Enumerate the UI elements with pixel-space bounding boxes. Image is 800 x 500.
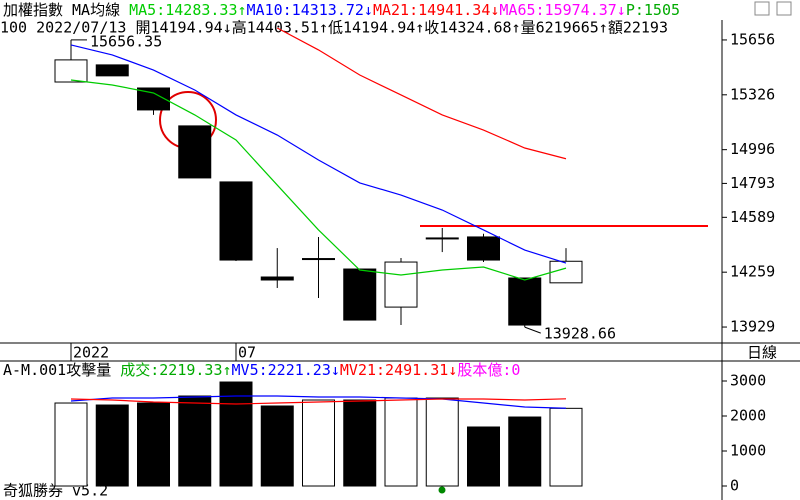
- legend-entry: MV21:2491.31↓: [340, 361, 457, 379]
- line: [276, 27, 567, 160]
- candle-body: [549, 260, 583, 284]
- volume-bar: [384, 397, 418, 487]
- annotation-leader: [524, 326, 541, 334]
- volume-bar: [467, 426, 500, 487]
- volume-bar: [343, 399, 377, 487]
- volume-bar: [549, 407, 583, 487]
- line: [70, 398, 567, 405]
- y-tick-label: 15656: [730, 30, 775, 48]
- x-tick-label: 2022: [73, 344, 109, 362]
- chart-title: 加權指數 MA均線: [3, 1, 120, 19]
- candle-body: [384, 261, 418, 308]
- y-tick-label: 3000: [730, 372, 766, 390]
- legend-entry: 股本億:0: [457, 361, 520, 379]
- candle-body: [137, 87, 170, 111]
- candle-body: [343, 268, 377, 321]
- spacer: [120, 1, 129, 19]
- signal-dot: [438, 486, 446, 494]
- legend-entry: MA5:14283.33↑: [129, 1, 246, 19]
- candle-body: [178, 125, 212, 179]
- y-tick-label: 13929: [730, 318, 775, 336]
- volume-bar: [54, 402, 88, 487]
- window-button[interactable]: [754, 1, 770, 16]
- y-tick-label: 1000: [730, 442, 766, 460]
- y-tick-label: 15326: [730, 85, 775, 103]
- volume-bar: [260, 405, 294, 487]
- legend: A-M.001攻擊量 成交:2219.33↑MV5:2221.23↓MV21:2…: [3, 361, 520, 379]
- volume-bar: [178, 395, 212, 487]
- y-tick-label: 14996: [730, 140, 775, 158]
- period-label: 日線: [747, 344, 777, 362]
- candle-body: [219, 181, 253, 261]
- legend-entry: MA10:14313.72↓: [247, 1, 373, 19]
- volume-bar: [219, 381, 253, 487]
- candle-body: [302, 258, 335, 261]
- candle-body: [54, 59, 88, 83]
- y-tick-label: 0: [730, 477, 739, 495]
- window-button[interactable]: [776, 1, 792, 16]
- y-tick-label: 14259: [730, 263, 775, 281]
- candle-body: [508, 277, 542, 326]
- legend-entry: P:1505: [626, 1, 680, 19]
- y-tick-label: 2000: [730, 407, 766, 425]
- legend: 加權指數 MA均線 MA5:14283.33↑MA10:14313.72↓MA2…: [3, 1, 680, 19]
- volume-bar: [95, 404, 129, 487]
- line: [70, 79, 567, 281]
- volume-bar: [508, 416, 542, 487]
- low-label: 13928.66: [544, 325, 616, 343]
- legend-entry: MA21:14941.34↓: [373, 1, 499, 19]
- spacer: [111, 361, 120, 379]
- info-line: 100 2022/07/13 開14194.94↓高14403.51↑低1419…: [0, 19, 668, 37]
- high-label: 15656.35: [90, 32, 162, 50]
- candle-body: [467, 236, 500, 261]
- line: [70, 44, 567, 264]
- volume-bar: [425, 397, 459, 487]
- candle-body: [260, 276, 294, 281]
- y-tick-label: 14589: [730, 208, 775, 226]
- volume-bar: [137, 402, 170, 487]
- legend-entry: 成交:2219.33↑: [120, 361, 231, 379]
- chart-title: A-M.001攻擊量: [3, 361, 111, 379]
- candle-body: [95, 64, 129, 77]
- x-tick-label: 07: [238, 344, 256, 362]
- legend-entry: MA65:15974.37↓: [499, 1, 625, 19]
- line: [70, 395, 567, 409]
- volume-bar: [302, 399, 335, 487]
- candle-body: [425, 237, 459, 240]
- y-tick-label: 14793: [730, 174, 775, 192]
- legend-entry: MV5:2221.23↓: [232, 361, 340, 379]
